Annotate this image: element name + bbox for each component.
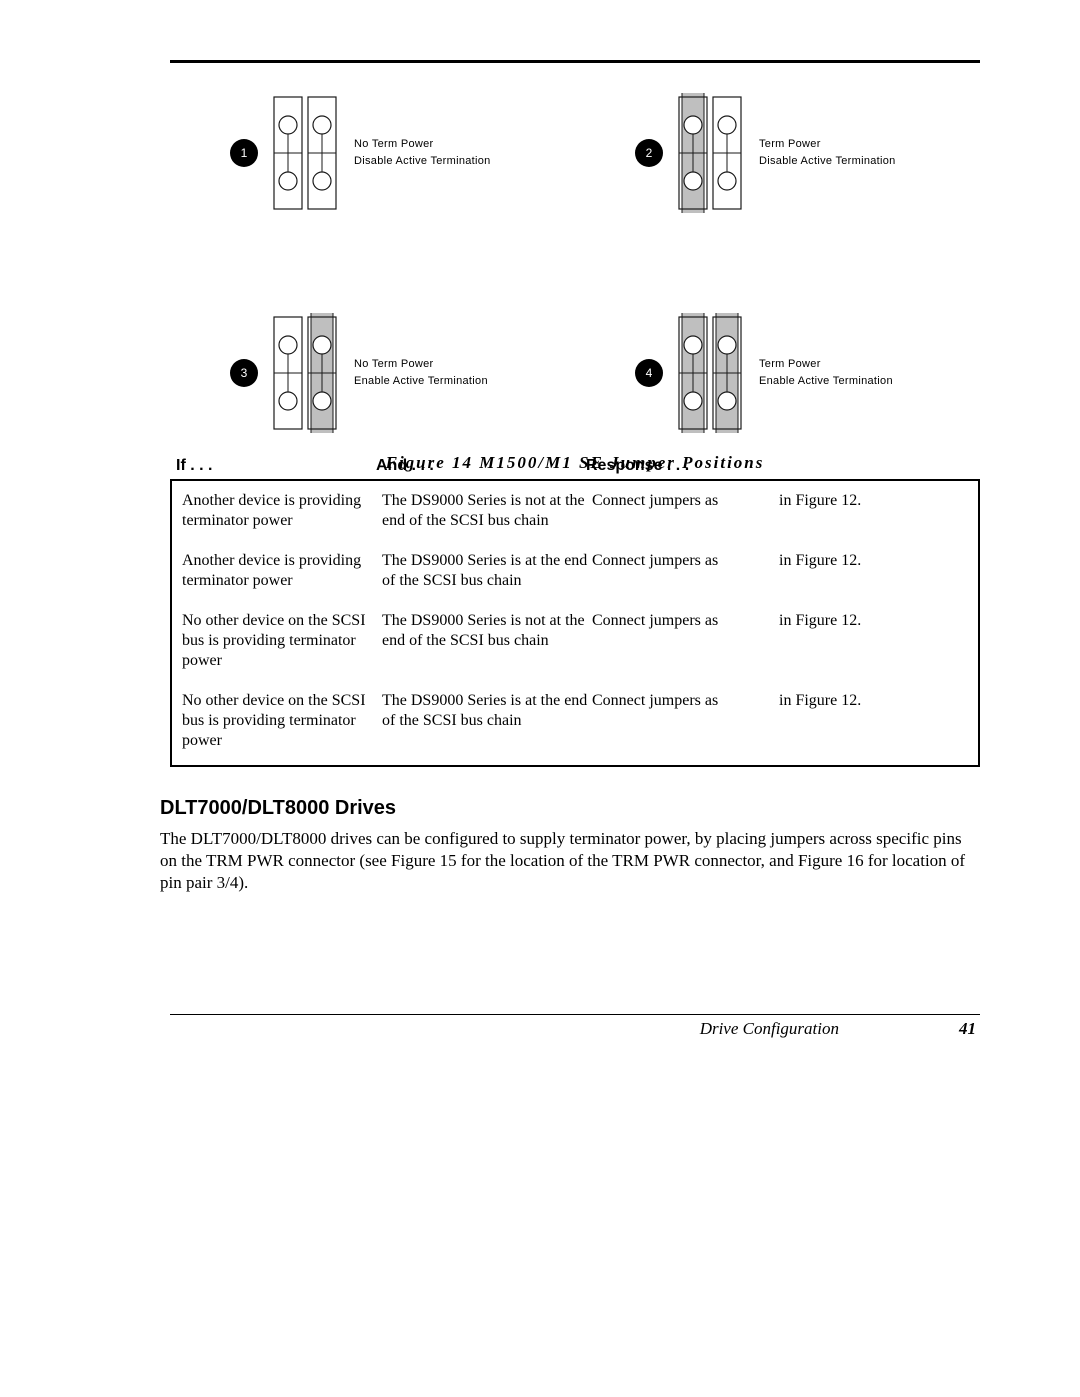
jumper-label-line2: Enable Active Termination	[354, 375, 488, 388]
jumper-label: Term Power Enable Active Termination	[759, 358, 893, 388]
cell-if: No other device on the SCSI bus is provi…	[182, 611, 382, 671]
cell-resp-right: in Figure 12.	[779, 491, 968, 531]
diagram-cell: 3 No Term Power Enable Active Terminatio…	[230, 313, 575, 433]
cell-resp-left: Connect jumpers as	[592, 611, 747, 671]
response-table: If . . . And . . . Response . . . Anothe…	[170, 479, 980, 767]
cell-resp-right: in Figure 12.	[779, 551, 968, 591]
table-row: No other device on the SCSI bus is provi…	[172, 605, 978, 685]
jumper-label-line1: No Term Power	[354, 358, 488, 371]
diagram-cell: 2 Term Power Disable Active Termination	[635, 93, 980, 213]
cell-and: The DS9000 Series is not at the end of t…	[382, 611, 592, 671]
cell-resp: Connect jumpers as in Figure 12.	[592, 491, 968, 531]
table-row: Another device is providing terminator p…	[172, 545, 978, 605]
jumper-label: Term Power Disable Active Termination	[759, 138, 896, 168]
body-paragraph: The DLT7000/DLT8000 drives can be config…	[160, 828, 980, 894]
cell-resp: Connect jumpers as in Figure 12.	[592, 551, 968, 591]
jumper-label: No Term Power Enable Active Termination	[354, 358, 488, 388]
jumper-block-icon	[270, 313, 342, 433]
jumper-label: No Term Power Disable Active Termination	[354, 138, 491, 168]
top-rule	[170, 60, 980, 63]
jumper-label-line2: Enable Active Termination	[759, 375, 893, 388]
cell-resp-left: Connect jumpers as	[592, 491, 747, 531]
cell-resp: Connect jumpers as in Figure 12.	[592, 691, 968, 751]
table-head-resp-text: Response . . .	[586, 457, 689, 475]
diagram-cell: 4 Term Power Enable Active Termination	[635, 313, 980, 433]
jumper-block-icon	[270, 93, 342, 213]
table-head-resp: Response . . .	[586, 457, 968, 475]
table-row: Another device is providing terminator p…	[172, 485, 978, 545]
cell-resp-right: in Figure 12.	[779, 611, 968, 671]
cell-and: The DS9000 Series is at the end of the S…	[382, 691, 592, 751]
cell-if: Another device is providing terminator p…	[182, 551, 382, 591]
cell-resp-left: Connect jumpers as	[592, 691, 747, 751]
jumper-block-icon	[675, 313, 747, 433]
cell-resp: Connect jumpers as in Figure 12.	[592, 611, 968, 671]
jumper-diagram-grid: 1 No Term Power Disable Active Terminati…	[230, 93, 980, 433]
table-row: No other device on the SCSI bus is provi…	[172, 685, 978, 765]
cell-resp-right: in Figure 12.	[779, 691, 968, 751]
page: 1 No Term Power Disable Active Terminati…	[0, 0, 1080, 1397]
footer-page-number: 41	[959, 1019, 976, 1039]
cell-resp-left: Connect jumpers as	[592, 551, 747, 591]
diagram-badge: 3	[230, 359, 258, 387]
diagram-badge: 2	[635, 139, 663, 167]
cell-if: Another device is providing terminator p…	[182, 491, 382, 531]
diagram-badge: 4	[635, 359, 663, 387]
jumper-label-line1: Term Power	[759, 138, 896, 151]
section-heading: DLT7000/DLT8000 Drives	[160, 797, 980, 820]
diagram-row: 1 No Term Power Disable Active Terminati…	[230, 93, 980, 213]
cell-and: The DS9000 Series is at the end of the S…	[382, 551, 592, 591]
footer-line: Drive Configuration 41	[170, 1019, 980, 1039]
table-head-if: If . . .	[176, 457, 376, 475]
jumper-label-line1: Term Power	[759, 358, 893, 371]
table-head: If . . . And . . . Response . . .	[172, 451, 978, 481]
diagram-cell: 1 No Term Power Disable Active Terminati…	[230, 93, 575, 213]
jumper-block-icon	[675, 93, 747, 213]
footer-title: Drive Configuration	[700, 1019, 839, 1039]
footer-rule	[170, 1014, 980, 1015]
cell-if: No other device on the SCSI bus is provi…	[182, 691, 382, 751]
jumper-label-line2: Disable Active Termination	[759, 155, 896, 168]
diagram-badge: 1	[230, 139, 258, 167]
diagram-row: 3 No Term Power Enable Active Terminatio…	[230, 313, 980, 433]
table-head-and: And . . .	[376, 457, 586, 475]
jumper-label-line1: No Term Power	[354, 138, 491, 151]
cell-and: The DS9000 Series is not at the end of t…	[382, 491, 592, 531]
jumper-label-line2: Disable Active Termination	[354, 155, 491, 168]
